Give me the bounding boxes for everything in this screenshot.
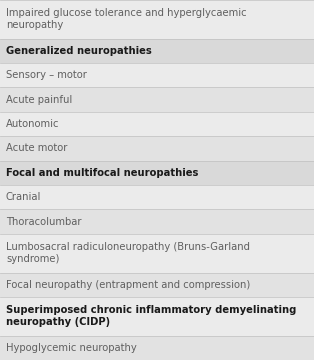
Bar xyxy=(0,112,314,136)
Bar xyxy=(0,210,314,234)
Text: Impaired glucose tolerance and hyperglycaemic
neuropathy: Impaired glucose tolerance and hyperglyc… xyxy=(6,8,246,30)
Text: Superimposed chronic inflammatory demyelinating
neuropathy (CIDP): Superimposed chronic inflammatory demyel… xyxy=(6,305,296,327)
Bar xyxy=(0,87,314,112)
Bar xyxy=(0,336,314,360)
Bar xyxy=(0,185,314,210)
Text: Autonomic: Autonomic xyxy=(6,119,59,129)
Text: Focal and multifocal neuropathies: Focal and multifocal neuropathies xyxy=(6,168,198,178)
Text: Acute motor: Acute motor xyxy=(6,144,68,153)
Bar xyxy=(0,161,314,185)
Bar xyxy=(0,0,314,39)
Text: Sensory – motor: Sensory – motor xyxy=(6,70,87,80)
Text: Hypoglycemic neuropathy: Hypoglycemic neuropathy xyxy=(6,343,137,353)
Bar xyxy=(0,234,314,273)
Bar xyxy=(0,273,314,297)
Bar xyxy=(0,63,314,87)
Text: Acute painful: Acute painful xyxy=(6,95,72,105)
Text: Lumbosacral radiculoneuropathy (Bruns-Garland
syndrome): Lumbosacral radiculoneuropathy (Bruns-Ga… xyxy=(6,242,250,264)
Bar xyxy=(0,39,314,63)
Text: Cranial: Cranial xyxy=(6,192,41,202)
Text: Focal neuropathy (entrapment and compression): Focal neuropathy (entrapment and compres… xyxy=(6,280,250,290)
Bar xyxy=(0,297,314,336)
Text: Generalized neuropathies: Generalized neuropathies xyxy=(6,46,152,56)
Text: Thoracolumbar: Thoracolumbar xyxy=(6,217,82,227)
Bar xyxy=(0,136,314,161)
